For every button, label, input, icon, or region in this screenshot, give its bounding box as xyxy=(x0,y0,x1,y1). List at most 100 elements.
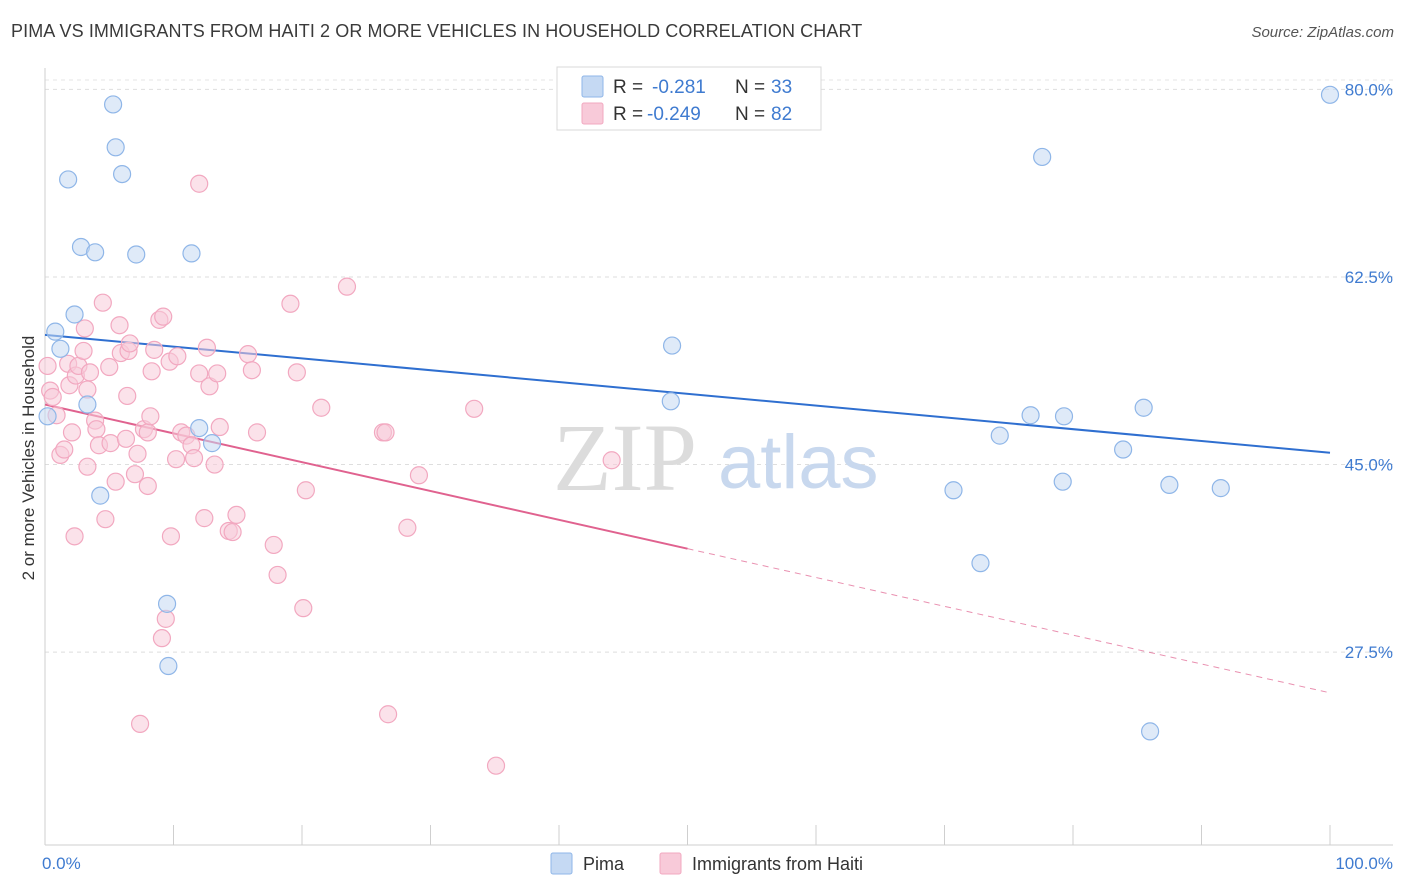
pima-point xyxy=(38,407,57,426)
haiti-point xyxy=(96,510,115,529)
haiti-point xyxy=(409,466,429,485)
pima-point xyxy=(1160,475,1179,495)
haiti-point xyxy=(197,338,217,357)
haiti-point xyxy=(190,364,209,383)
pima-point xyxy=(51,339,70,358)
haiti-point xyxy=(242,361,261,380)
haiti-point xyxy=(138,423,157,442)
y-tick-label: 62.5% xyxy=(1345,268,1393,287)
legend-r-value-haiti: -0.249 xyxy=(647,104,701,125)
x-tick-label: 0.0% xyxy=(42,854,81,873)
haiti-point xyxy=(238,345,258,364)
haiti-point xyxy=(398,518,417,537)
bottom-legend-label-haiti: Immigrants from Haiti xyxy=(692,854,863,874)
haiti-point xyxy=(268,565,287,585)
pima-point xyxy=(1053,472,1072,491)
haiti-point xyxy=(130,714,150,733)
haiti-point xyxy=(602,451,621,470)
pima-point xyxy=(944,481,963,500)
y-tick-label: 80.0% xyxy=(1345,80,1393,99)
pima-point xyxy=(104,95,123,114)
haiti-point xyxy=(287,363,306,382)
haiti-point xyxy=(128,444,147,463)
legend-r-value-pima: -0.281 xyxy=(652,77,706,98)
haiti-point xyxy=(161,527,181,546)
pima-point xyxy=(112,165,132,184)
series-legend: Pima Immigrants from Haiti xyxy=(550,852,863,875)
bottom-legend-label-pima: Pima xyxy=(583,854,625,874)
pima-point xyxy=(1320,85,1340,104)
pima-point xyxy=(127,245,146,264)
haiti-point xyxy=(154,307,173,326)
haiti-point xyxy=(210,417,229,437)
haiti-point xyxy=(100,357,119,377)
haiti-point xyxy=(378,705,398,724)
haiti-point xyxy=(93,293,112,312)
watermark-zip: ZIP xyxy=(553,404,697,511)
y-tick-label: 27.5% xyxy=(1345,643,1393,662)
pima-point xyxy=(59,170,78,189)
haiti-point xyxy=(223,522,242,542)
haiti-point xyxy=(80,363,100,382)
pima-point xyxy=(1021,406,1040,425)
haiti-point xyxy=(195,509,214,528)
pima-point xyxy=(662,336,682,355)
haiti-point xyxy=(78,457,97,476)
haiti-point xyxy=(101,434,120,453)
trend-line-extension-haiti xyxy=(687,548,1331,694)
bottom-legend-swatch-pima xyxy=(550,852,573,875)
pima-point xyxy=(202,434,222,453)
pima-point xyxy=(1211,479,1230,498)
x-tick-labels: 0.0% 100.0% xyxy=(42,854,1393,873)
haiti-point xyxy=(87,420,106,439)
pima-point xyxy=(661,392,680,411)
haiti-point xyxy=(125,465,145,484)
y-axis-label: 2 or more Vehicles in Household xyxy=(19,336,38,581)
haiti-point xyxy=(486,756,506,775)
legend-n-value-haiti: 82 xyxy=(771,104,792,125)
haiti-point xyxy=(116,429,136,448)
chart-title: PIMA VS IMMIGRANTS FROM HAITI 2 OR MORE … xyxy=(11,21,863,41)
haiti-point xyxy=(152,629,172,648)
pima-point xyxy=(990,426,1009,445)
legend-r-label-haiti: R = xyxy=(613,104,643,125)
x-tick-label: 100.0% xyxy=(1335,854,1393,873)
haiti-point xyxy=(184,449,204,468)
legend-n-label-haiti: N = xyxy=(735,104,765,125)
pima-point xyxy=(971,554,990,573)
haiti-point xyxy=(227,505,246,525)
pima-point xyxy=(1033,147,1052,167)
y-tick-label: 45.0% xyxy=(1345,456,1393,475)
haiti-point xyxy=(74,341,93,361)
haiti-point xyxy=(55,440,74,459)
chart-source: Source: ZipAtlas.com xyxy=(1251,24,1394,41)
haiti-point xyxy=(208,364,227,383)
watermark: ZIP atlas xyxy=(553,404,879,511)
pima-point xyxy=(190,418,209,438)
haiti-point xyxy=(62,423,82,442)
haiti-point xyxy=(296,481,315,500)
pima-point xyxy=(91,486,110,505)
haiti-point xyxy=(312,398,331,417)
haiti-point xyxy=(141,407,160,426)
pima-point xyxy=(78,395,97,414)
pima-point xyxy=(86,243,105,262)
haiti-point xyxy=(281,294,300,313)
bottom-legend-swatch-haiti xyxy=(659,852,682,875)
haiti-point xyxy=(294,599,313,618)
haiti-point xyxy=(120,334,139,353)
haiti-point xyxy=(465,399,484,418)
pima-point xyxy=(106,138,125,157)
pima-point xyxy=(182,244,201,263)
pima-point xyxy=(157,594,177,613)
haiti-point xyxy=(118,386,137,406)
legend-swatch-pima xyxy=(581,75,604,98)
legend-r-label-pima: R = xyxy=(613,77,643,98)
haiti-point xyxy=(145,340,164,359)
pima-point xyxy=(1134,398,1153,417)
haiti-point xyxy=(43,387,62,407)
haiti-point xyxy=(38,356,57,376)
haiti-point xyxy=(166,450,186,469)
y-tick-labels: 27.5% 45.0% 62.5% 80.0% xyxy=(1345,80,1393,662)
